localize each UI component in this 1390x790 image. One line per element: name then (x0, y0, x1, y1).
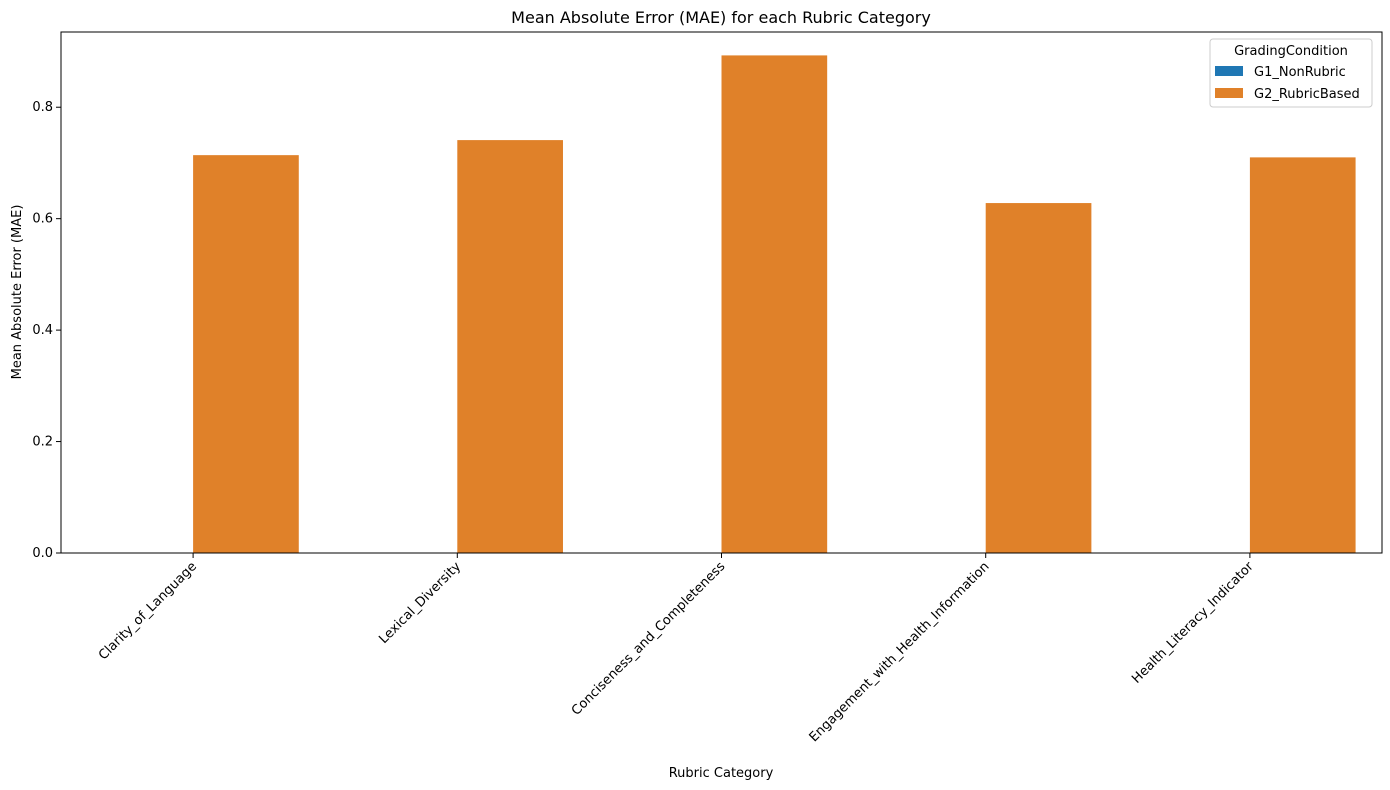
legend: GradingCondition G1_NonRubric G2_RubricB… (1209, 38, 1373, 108)
chart-title: Mean Absolute Error (MAE) for each Rubri… (511, 8, 931, 27)
bar-G2_RubricBased-Engagement_with_Health_Information (985, 203, 1092, 553)
y-tick-label: 0.6 (32, 212, 53, 227)
bar-G2_RubricBased-Conciseness_and_Completeness (721, 55, 828, 554)
y-tick-label: 0.2 (32, 435, 53, 450)
y-tick-label: 0.0 (32, 546, 53, 561)
x-axis-label: Rubric Category (669, 766, 774, 781)
y-tick-label: 0.8 (32, 100, 53, 115)
axes-frame (60, 31, 1383, 554)
bar-G2_RubricBased-Lexical_Diversity (457, 140, 563, 554)
x-tick-label: Engagement_with_Health_Information (807, 559, 993, 745)
legend-swatch-g2 (1215, 88, 1243, 98)
legend-title: GradingCondition (1234, 44, 1348, 59)
x-tick-label: Lexical_Diversity (376, 559, 464, 647)
legend-label-g2: G2_RubricBased (1254, 87, 1360, 102)
y-axis-label: Mean Absolute Error (MAE) (10, 205, 25, 380)
x-tick-label: Health_Literacy_Indicator (1129, 559, 1257, 687)
legend-label-g1: G1_NonRubric (1254, 65, 1346, 80)
x-tick-label: Conciseness_and_Completeness (569, 559, 729, 719)
bar-G2_RubricBased-Clarity_of_Language (193, 155, 299, 554)
bar-G2_RubricBased-Health_Literacy_Indicator (1249, 157, 1356, 553)
legend-swatch-g1 (1215, 66, 1243, 76)
x-tick-label: Clarity_of_Language (96, 559, 200, 663)
y-tick-label: 0.4 (32, 323, 53, 338)
plot-area: 0.0 0.2 0.4 0.6 0.8 Clarity_of_Language Lexica… (32, 31, 1383, 745)
legend-frame (1209, 38, 1373, 108)
